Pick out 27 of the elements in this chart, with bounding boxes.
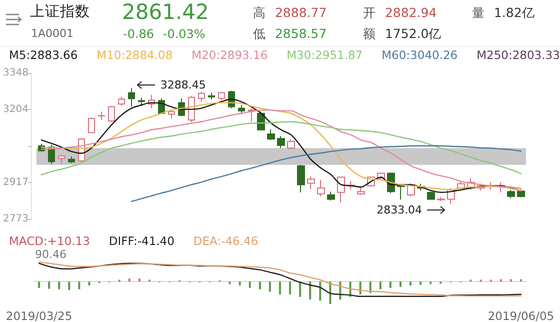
y-tick-label: 3348 — [2, 68, 28, 78]
y-tick-label: 2917 — [2, 176, 28, 188]
text: MACD:+10.13 — [9, 234, 90, 248]
annotation: 2833.04 — [376, 203, 422, 216]
text: 2861.42 — [122, 0, 209, 24]
series-label: DIFF:-41.40 — [108, 234, 174, 248]
text: 低 2858.57 — [253, 26, 327, 43]
text: 90.46 — [35, 248, 66, 261]
text: 高 2888.77 — [253, 5, 327, 22]
text: 1A0001 — [31, 27, 74, 40]
text: M20:2893.16 — [192, 48, 268, 62]
x-tick-label: 2019/03/25 — [6, 309, 72, 322]
x-tick-label: 2019/06/05 — [488, 309, 554, 322]
text: M60:3040.26 — [382, 48, 458, 62]
text: -0.86 -0.03% — [123, 27, 206, 41]
text: 上证指数 — [30, 3, 90, 21]
y-tick-label: 2773 — [2, 214, 28, 224]
text: 开 2882.94 — [363, 5, 437, 22]
text: M5:2883.66 — [9, 48, 78, 62]
text: M10:2884.08 — [96, 48, 173, 62]
y-tick-label: 3204 — [2, 104, 28, 116]
text: 量 1.82亿 — [472, 5, 535, 22]
text: M30:2951.87 — [286, 48, 363, 62]
annotation: 3288.45 — [160, 78, 206, 92]
series-label: DEA:-46.46 — [193, 234, 258, 248]
legend-label: M250:2803.33 — [476, 48, 560, 62]
text: 额 1752.0亿 — [363, 26, 442, 43]
